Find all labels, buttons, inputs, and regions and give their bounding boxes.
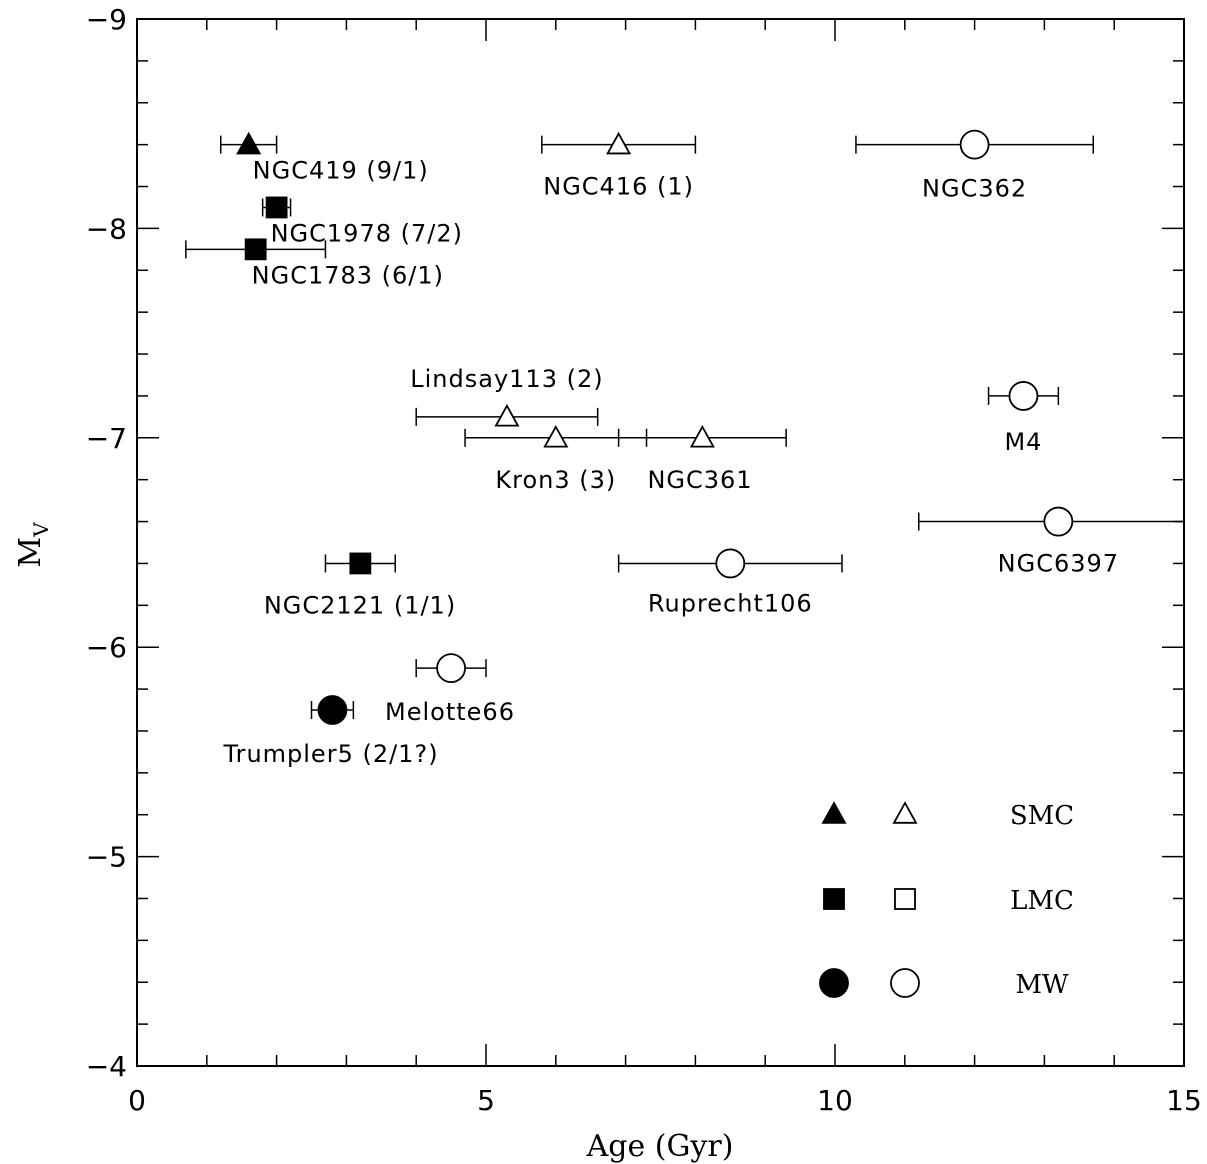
y-axis-title: MV <box>13 522 53 568</box>
legend-marker-open <box>892 801 918 824</box>
legend-marker-filled <box>823 888 845 910</box>
point-label: NGC361 <box>647 466 752 494</box>
point-label: NGC416 (1) <box>543 173 694 201</box>
legend: SMC LMC MW <box>819 801 1074 1000</box>
legend-label: SMC <box>1010 801 1074 831</box>
point-label: NGC362 <box>922 175 1027 203</box>
point-label: NGC1783 (6/1) <box>252 261 444 289</box>
legend-label: MW <box>1015 970 1069 1000</box>
legend-marker-open <box>890 968 920 998</box>
point-label: NGC6397 <box>998 550 1119 578</box>
y-axis-title-main: M <box>13 537 48 568</box>
legend-marker-filled <box>821 801 847 824</box>
data-point <box>265 196 288 219</box>
data-point <box>317 695 348 725</box>
point-labels: NGC419 (9/1) NGC1978 (7/2) NGC1783 (6/1) NG… <box>222 157 1119 768</box>
point-label: Trumpler5 (2/1?) <box>222 740 438 768</box>
x-tick-label: 5 <box>477 1084 495 1117</box>
y-axis-title-sub: V <box>29 522 53 538</box>
data-point <box>606 131 632 155</box>
y-tick-label: −8 <box>86 212 127 245</box>
point-label: Melotte66 <box>385 698 515 726</box>
data-point <box>715 548 746 579</box>
data-point <box>543 424 569 448</box>
data-point <box>436 653 467 684</box>
point-label: NGC1978 (7/2) <box>271 219 463 247</box>
data-point <box>689 424 715 448</box>
data-markers <box>236 129 1074 725</box>
data-point <box>244 238 267 261</box>
data-point <box>1008 381 1039 411</box>
y-tick-label: −5 <box>86 841 127 874</box>
legend-marker-filled <box>819 968 849 998</box>
data-point <box>1043 506 1074 537</box>
point-label: Ruprecht106 <box>648 589 813 617</box>
point-label: Lindsay113 (2) <box>410 365 603 393</box>
point-label: NGC2121 (1/1) <box>264 591 456 619</box>
axes: 0 5 10 15 −9 −8 −7 −6 −5 −4 <box>86 3 1202 1117</box>
point-label: NGC419 (9/1) <box>253 157 429 185</box>
y-tick-label: −7 <box>86 422 127 455</box>
data-point <box>236 131 262 155</box>
data-point <box>494 404 520 427</box>
y-tick-label: −9 <box>86 3 127 36</box>
legend-label: LMC <box>1010 886 1074 916</box>
x-tick-label: 15 <box>1166 1084 1202 1117</box>
plot-frame <box>136 18 1185 1067</box>
x-tick-label: 0 <box>128 1084 146 1117</box>
y-tick-label: −6 <box>86 631 127 664</box>
point-label: M4 <box>1004 428 1042 456</box>
legend-marker-open <box>894 888 916 910</box>
x-axis-title: Age (Gyr) <box>586 1129 734 1164</box>
point-label: Kron3 (3) <box>495 466 616 494</box>
y-tick-label: −4 <box>86 1050 127 1083</box>
x-tick-label: 10 <box>817 1084 853 1117</box>
data-point <box>959 129 990 160</box>
data-point <box>349 552 372 575</box>
